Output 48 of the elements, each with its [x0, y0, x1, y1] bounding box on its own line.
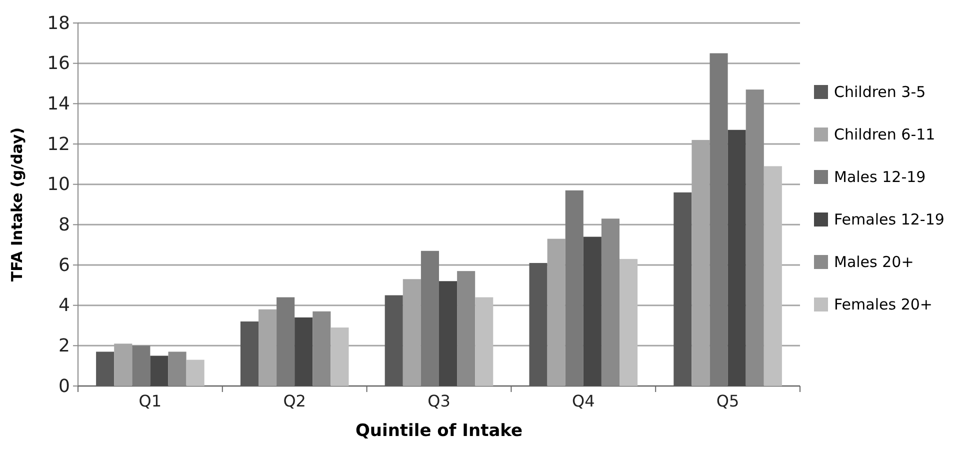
bar	[674, 192, 692, 386]
bar	[439, 281, 458, 386]
bar	[728, 130, 746, 386]
bar	[583, 236, 602, 386]
y-tick-label: 2	[58, 335, 70, 356]
bar	[186, 360, 204, 386]
bar	[764, 166, 782, 386]
bar	[384, 295, 403, 386]
y-tick-label: 4	[58, 295, 70, 316]
bar	[312, 311, 331, 386]
bar	[746, 90, 764, 386]
legend-label: Females 20+	[834, 296, 932, 314]
bar	[276, 297, 295, 386]
bar	[330, 328, 349, 386]
bar	[96, 352, 114, 386]
x-tick-label: Q3	[428, 392, 450, 411]
bar	[420, 250, 439, 386]
bar	[710, 53, 728, 386]
y-tick-label: 14	[47, 93, 70, 114]
bar	[565, 190, 584, 386]
legend-label: Males 20+	[834, 253, 914, 271]
y-tick-label: 10	[47, 174, 70, 196]
legend-label: Males 12-19	[834, 168, 926, 186]
legend-label: Females 12-19	[834, 210, 944, 228]
bar	[620, 258, 638, 386]
y-axis-title: TFA Intake (g/day)	[8, 127, 26, 282]
x-axis-title: Quintile of Intake	[355, 421, 523, 441]
bar	[240, 321, 258, 386]
x-tick-label: Q4	[572, 392, 595, 411]
y-tick-label: 12	[47, 134, 70, 155]
x-tick-label: Q1	[138, 392, 162, 411]
bar	[475, 297, 494, 386]
bar	[132, 346, 150, 386]
x-tick-label: Q5	[716, 392, 740, 411]
bar	[529, 262, 548, 386]
bar	[168, 352, 186, 386]
bar	[601, 218, 620, 386]
y-tick-label: 6	[58, 254, 70, 276]
bar	[294, 317, 313, 386]
legend-label: Children 6-11	[834, 126, 936, 144]
x-tick-label: Q2	[283, 392, 306, 411]
legend-label: Children 3-5	[834, 83, 926, 101]
y-tick-label: 16	[47, 53, 70, 74]
y-tick-label: 18	[47, 12, 70, 34]
y-tick-label: 0	[58, 376, 70, 397]
y-tick-label: 8	[58, 214, 70, 236]
bar	[150, 356, 168, 386]
bar	[457, 271, 476, 386]
